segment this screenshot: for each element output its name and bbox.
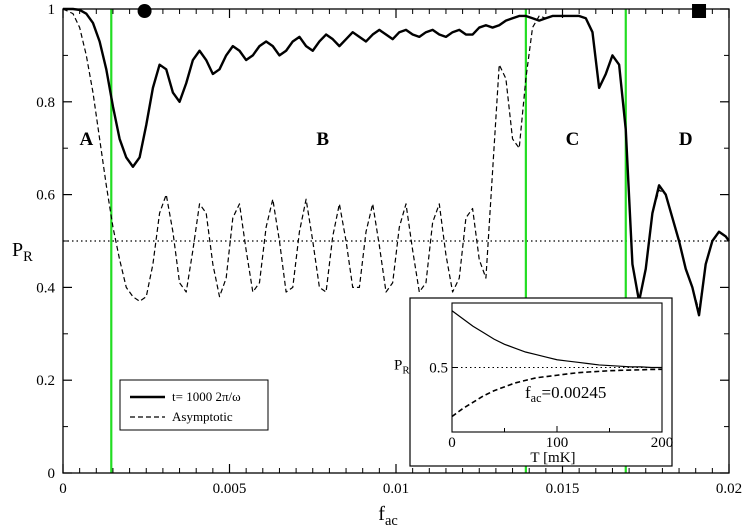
inset-series-line-dashed — [451, 368, 663, 418]
region-label-d: D — [679, 129, 693, 150]
y-tick-label: 0.6 — [36, 188, 55, 204]
region-label-b: B — [316, 129, 329, 150]
legend: t= 1000 2π/ω Asymptotic — [119, 379, 269, 431]
y-tick-label: 0.2 — [36, 373, 55, 389]
y-tick-label: 0 — [48, 466, 56, 482]
region-label-c: C — [566, 129, 580, 150]
inset-x-tick-label: 100 — [546, 435, 569, 451]
x-tick-label: 0.005 — [213, 481, 247, 497]
inset-x-axis-title: T [mK] — [530, 450, 575, 466]
marker-square — [692, 4, 707, 18]
y-tick-label: 1 — [48, 2, 56, 18]
y-tick-label: 0.4 — [36, 280, 55, 296]
legend-box — [119, 379, 269, 431]
x-tick-label: 0.02 — [716, 481, 742, 497]
x-tick-label: 0.015 — [546, 481, 580, 497]
legend-label-solid: t= 1000 2π/ω — [172, 389, 241, 404]
inset-x-tick-label: 200 — [651, 435, 674, 451]
inset-background — [409, 297, 673, 467]
legend-label-dashed: Asymptotic — [172, 409, 233, 424]
x-tick-label: 0.01 — [383, 481, 409, 497]
inset-y-tick-label: 0.5 — [429, 361, 448, 377]
marker-circle — [137, 4, 152, 18]
series-line-dashed — [62, 8, 730, 312]
region-label-a: A — [79, 129, 93, 150]
x-tick-label: 0 — [59, 481, 67, 497]
inset-series-line-solid — [451, 310, 662, 369]
inset-annotation: fac=0.00245 — [525, 383, 606, 405]
y-tick-label: 0.8 — [36, 95, 55, 111]
inset-x-tick-label: 0 — [448, 435, 456, 451]
